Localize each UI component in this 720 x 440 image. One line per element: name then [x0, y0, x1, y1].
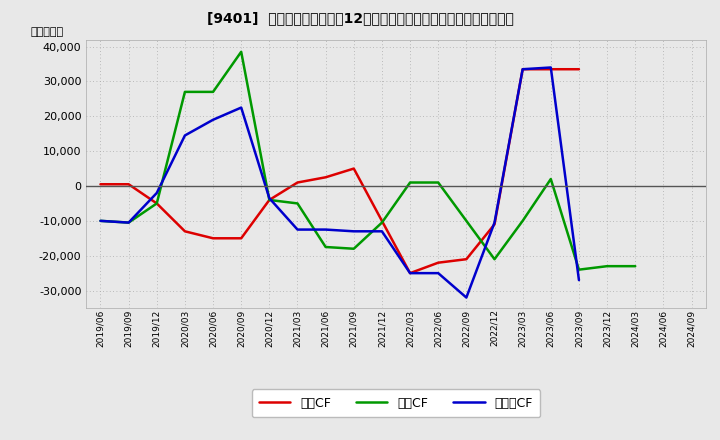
Legend: 営業CF, 投資CF, フリーCF: 営業CF, 投資CF, フリーCF: [251, 389, 541, 418]
フリーCF: [181, 133, 189, 138]
営業CF: [406, 271, 415, 276]
フリーCF: [518, 66, 527, 72]
投資CF: [96, 218, 105, 224]
投資CF: [293, 201, 302, 206]
フリーCF: [575, 278, 583, 283]
Line: 投資CF: 投資CF: [101, 52, 635, 270]
営業CF: [546, 66, 555, 72]
投資CF: [631, 264, 639, 269]
Text: （百万円）: （百万円）: [31, 27, 64, 37]
投資CF: [209, 89, 217, 95]
投資CF: [462, 218, 471, 224]
営業CF: [96, 182, 105, 187]
営業CF: [377, 218, 386, 224]
営業CF: [293, 180, 302, 185]
投資CF: [546, 176, 555, 182]
営業CF: [575, 66, 583, 72]
フリーCF: [209, 117, 217, 122]
営業CF: [209, 236, 217, 241]
Line: 営業CF: 営業CF: [101, 69, 579, 273]
フリーCF: [237, 105, 246, 110]
フリーCF: [462, 295, 471, 300]
投資CF: [153, 201, 161, 206]
フリーCF: [293, 227, 302, 232]
フリーCF: [434, 271, 443, 276]
投資CF: [406, 180, 415, 185]
フリーCF: [96, 218, 105, 224]
フリーCF: [265, 195, 274, 201]
フリーCF: [125, 220, 133, 225]
投資CF: [377, 220, 386, 225]
投資CF: [603, 264, 611, 269]
営業CF: [181, 229, 189, 234]
投資CF: [518, 218, 527, 224]
フリーCF: [377, 229, 386, 234]
Text: [9401]  キャッシュフローの12か月移動合計の対前年同期増減額の推移: [9401] キャッシュフローの12か月移動合計の対前年同期増減額の推移: [207, 11, 513, 25]
営業CF: [462, 257, 471, 262]
営業CF: [490, 222, 499, 227]
投資CF: [181, 89, 189, 95]
投資CF: [490, 257, 499, 262]
投資CF: [349, 246, 358, 251]
投資CF: [575, 267, 583, 272]
フリーCF: [490, 220, 499, 225]
営業CF: [434, 260, 443, 265]
投資CF: [237, 49, 246, 55]
営業CF: [349, 166, 358, 171]
営業CF: [518, 66, 527, 72]
フリーCF: [153, 191, 161, 196]
投資CF: [434, 180, 443, 185]
営業CF: [237, 236, 246, 241]
Line: フリーCF: フリーCF: [101, 67, 579, 297]
営業CF: [153, 201, 161, 206]
フリーCF: [546, 65, 555, 70]
営業CF: [321, 175, 330, 180]
投資CF: [321, 244, 330, 249]
投資CF: [265, 197, 274, 202]
フリーCF: [321, 227, 330, 232]
営業CF: [265, 197, 274, 202]
フリーCF: [349, 229, 358, 234]
営業CF: [125, 182, 133, 187]
フリーCF: [406, 271, 415, 276]
投資CF: [125, 220, 133, 225]
